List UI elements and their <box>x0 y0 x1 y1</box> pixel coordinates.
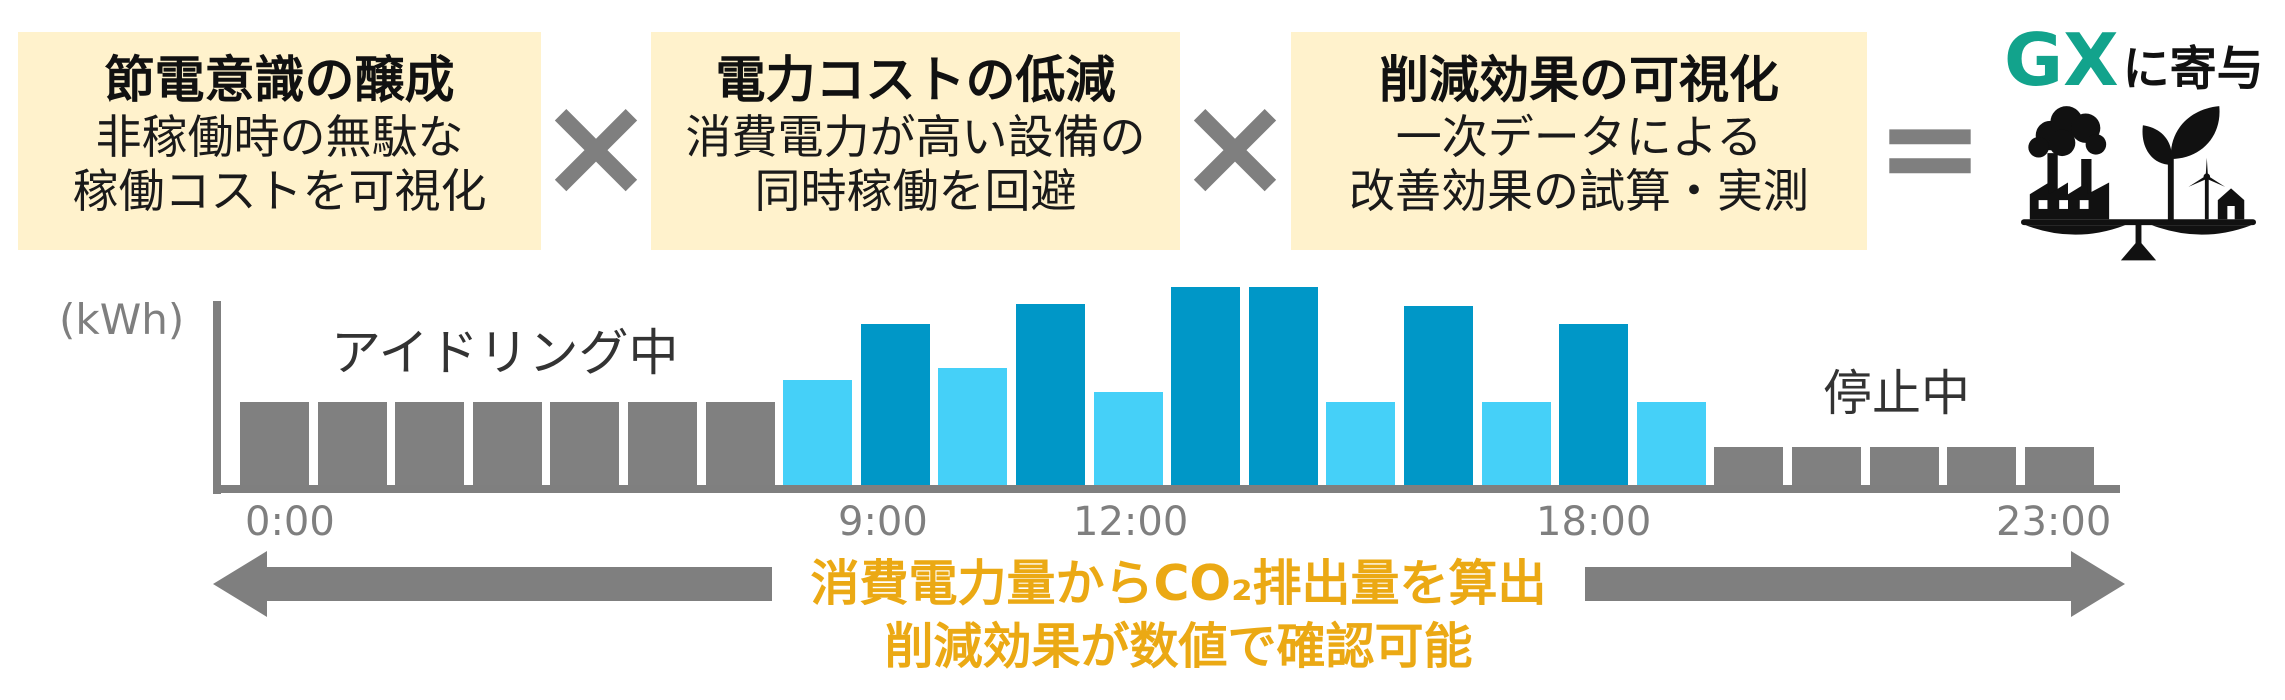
bar-1 <box>317 401 387 485</box>
bar-7 <box>783 379 853 485</box>
box-line: 同時稼働を回避 <box>754 164 1077 218</box>
bar-19 <box>1714 447 1784 485</box>
bar-13 <box>1248 286 1318 485</box>
x-axis-line <box>213 485 2120 493</box>
contribution-label: に寄与 <box>2122 42 2264 97</box>
annotation-idling: アイドリング中 <box>331 324 679 382</box>
bar-20 <box>1792 447 1861 485</box>
bar-12 <box>1171 286 1241 485</box>
box-title: 節電意識の醸成 <box>104 51 455 109</box>
bar-17 <box>1559 324 1629 485</box>
bar-2 <box>395 401 465 485</box>
equals-sign: = <box>1875 71 1985 223</box>
box-line: 一次データによる <box>1395 110 1763 164</box>
bar-5 <box>628 401 697 485</box>
bar-23 <box>2024 447 2094 485</box>
box-title: 電力コストの低減 <box>715 51 1116 109</box>
bar-4 <box>550 401 620 485</box>
box-line: 消費電力が高い設備の <box>685 110 1146 164</box>
bar-11 <box>1093 391 1163 485</box>
x-tick-label: 12:00 <box>1073 499 1189 545</box>
bar-0 <box>240 401 309 485</box>
arrow-right-icon <box>1585 551 2125 617</box>
box-energy-awareness: 節電意識の醸成 非稼働時の無駄な 稼働コストを可視化 <box>18 32 541 250</box>
bar-21 <box>1869 447 1939 485</box>
multiply-sign: × <box>1176 65 1294 228</box>
balance-scale-icon <box>2021 103 2256 262</box>
box-power-cost-reduction: 電力コストの低減 消費電力が高い設備の 同時稼働を回避 <box>651 32 1180 250</box>
summary-line-co2: 消費電力量からCO₂排出量を算出 <box>810 555 1547 612</box>
result-label: GX に寄与 <box>2004 21 2264 100</box>
box-line: 改善効果の試算・実測 <box>1349 164 1809 218</box>
bar-3 <box>472 401 542 485</box>
box-line: 稼働コストを可視化 <box>72 164 487 218</box>
x-tick-label: 9:00 <box>838 499 928 545</box>
bar-10 <box>1016 304 1085 485</box>
arrow-left-icon <box>213 551 772 617</box>
bar-22 <box>1947 447 2017 485</box>
box-reduction-visualization: 削減効果の可視化 一次データによる 改善効果の試算・実測 <box>1291 32 1867 250</box>
y-axis-label: (kWh) <box>59 295 185 344</box>
gx-label: GX <box>2004 18 2119 102</box>
summary-line-effect: 削減効果が数値で確認可能 <box>884 618 1473 675</box>
bar-8 <box>860 324 930 485</box>
summary-text: 消費電力量からCO₂排出量を算出 削減効果が数値で確認可能 <box>772 552 1585 678</box>
box-title: 削減効果の可視化 <box>1379 51 1779 109</box>
annotation-stopped: 停止中 <box>1823 365 1971 422</box>
x-tick-label: 0:00 <box>245 499 335 545</box>
bar-18 <box>1636 401 1706 485</box>
box-line: 非稼働時の無駄な <box>95 110 464 164</box>
bar-14 <box>1326 401 1396 485</box>
bar-9 <box>938 367 1008 485</box>
multiply-sign: × <box>537 65 655 228</box>
y-axis-line <box>213 301 221 494</box>
bar-15 <box>1404 306 1473 485</box>
x-tick-label: 23:00 <box>1996 499 2112 545</box>
bar-6 <box>705 401 775 485</box>
bar-16 <box>1481 401 1551 485</box>
x-tick-label: 18:00 <box>1536 499 1652 545</box>
